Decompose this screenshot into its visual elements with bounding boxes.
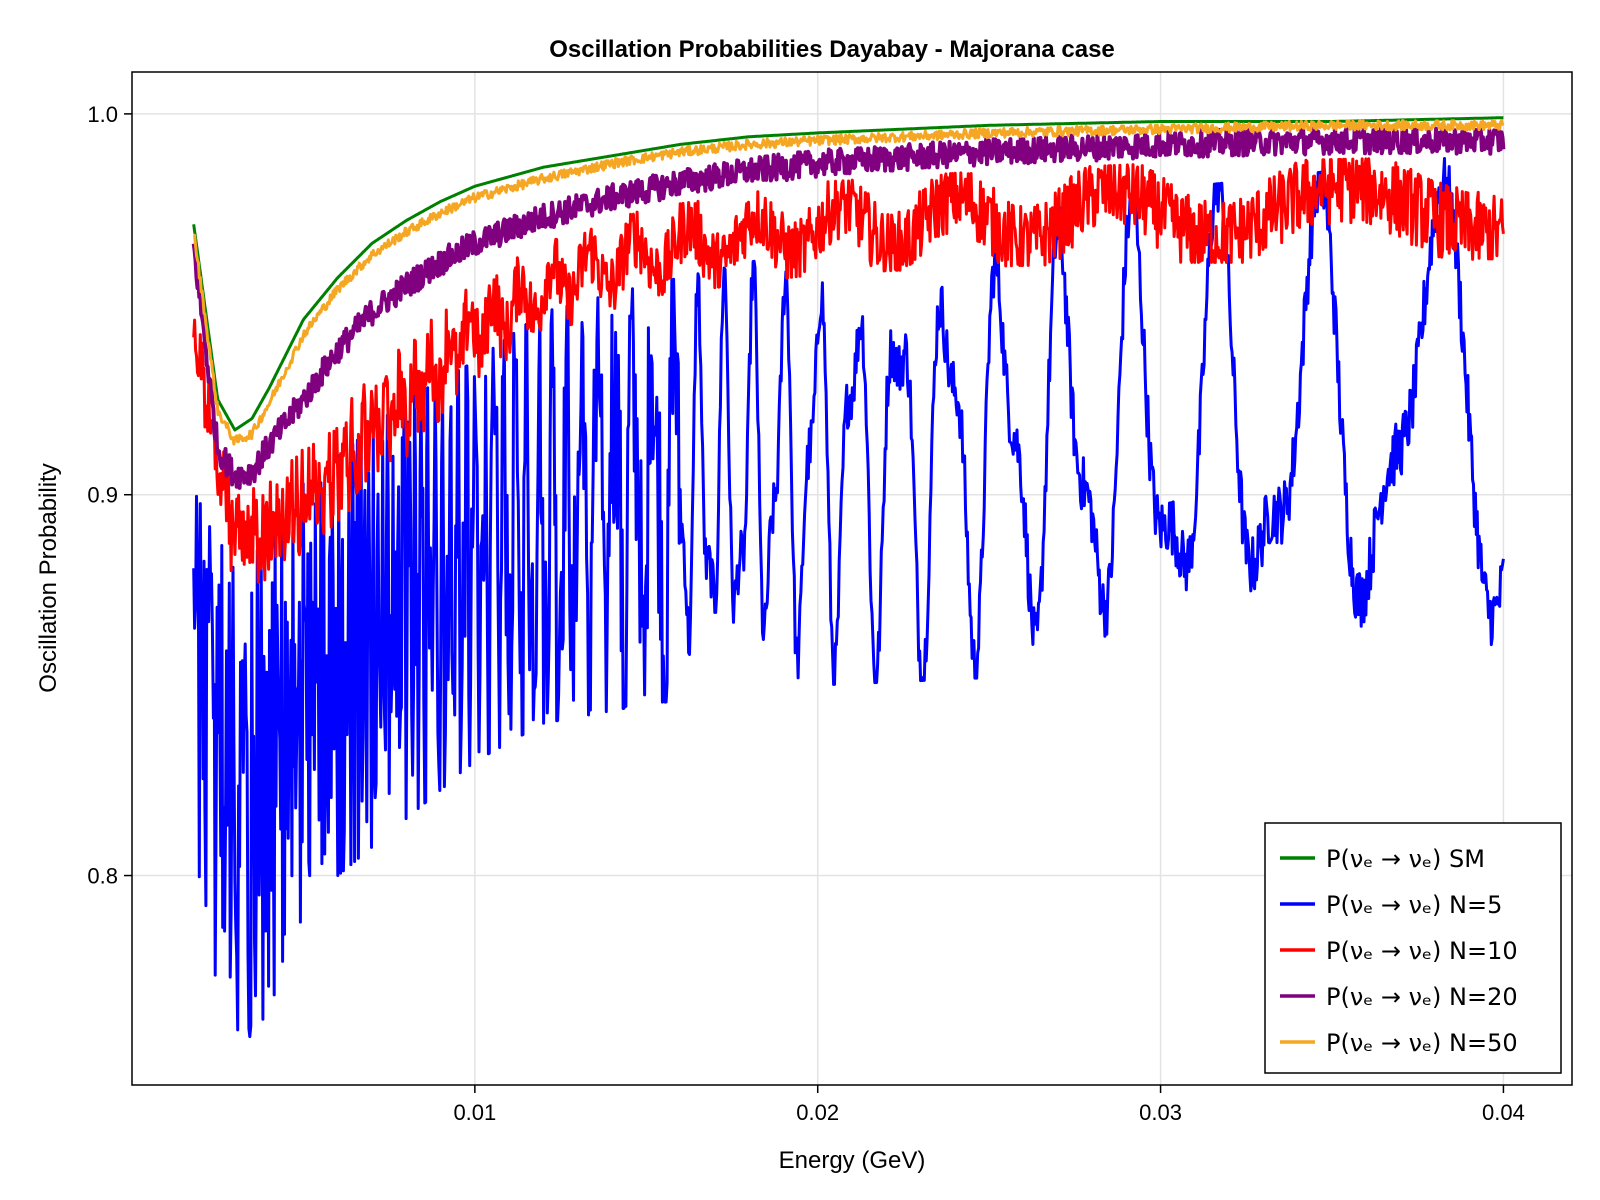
x-tick-label: 0.03 — [1139, 1100, 1182, 1125]
x-tick-label: 0.02 — [796, 1100, 839, 1125]
chart-title: Oscillation Probabilities Dayabay - Majo… — [549, 36, 1115, 63]
legend-entry: P(νₑ → νₑ) N=10 — [1326, 937, 1518, 965]
legend-entry: P(νₑ → νₑ) N=20 — [1326, 983, 1518, 1011]
y-tick-label: 0.9 — [87, 483, 118, 508]
y-axis: 0.8 0.9 1.0 — [87, 102, 132, 889]
legend-entry: P(νₑ → νₑ) N=5 — [1326, 891, 1502, 919]
plot-area — [191, 116, 1506, 1039]
series-line — [193, 119, 1505, 446]
legend: P(νₑ → νₑ) SM P(νₑ → νₑ) N=5 P(νₑ → νₑ) N=… — [1264, 822, 1562, 1074]
y-axis-label: Oscillation Probability — [35, 463, 62, 692]
series-line — [192, 157, 1505, 584]
series-line — [192, 157, 1505, 1039]
series-line — [191, 125, 1506, 490]
x-axis-label: Energy (GeV) — [779, 1147, 926, 1174]
x-tick-label: 0.04 — [1482, 1100, 1525, 1125]
y-tick-label: 0.8 — [87, 864, 118, 889]
plot-frame — [131, 71, 1573, 1086]
x-axis: 0.01 0.02 0.03 0.04 — [453, 1085, 1525, 1125]
legend-entry: P(νₑ → νₑ) SM — [1326, 845, 1485, 873]
legend-entry: P(νₑ → νₑ) N=50 — [1326, 1029, 1518, 1057]
x-tick-label: 0.01 — [453, 1100, 496, 1125]
legend-box — [1264, 822, 1562, 1074]
y-tick-label: 1.0 — [87, 102, 118, 127]
